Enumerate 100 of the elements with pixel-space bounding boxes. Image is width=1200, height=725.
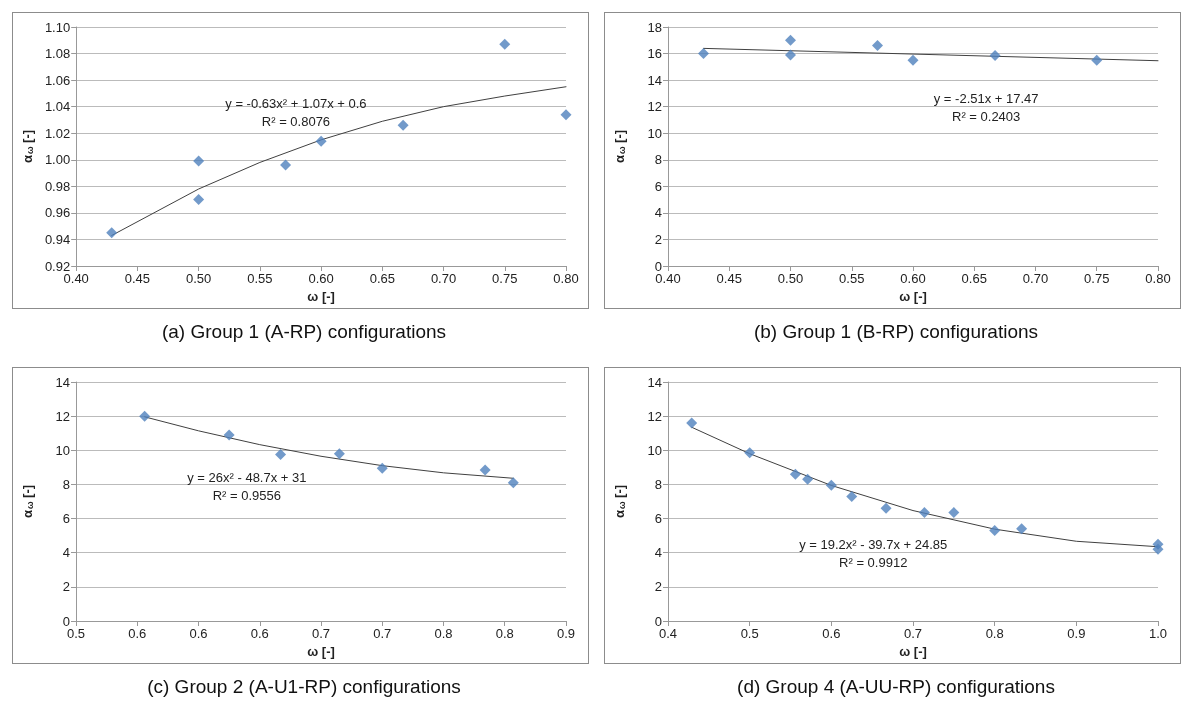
y-tick-label: 10 — [647, 125, 662, 141]
y-tick-label: 1.10 — [44, 19, 71, 35]
x-tick-label: 1.0 — [1148, 626, 1168, 641]
x-tick-label: 0.65 — [369, 271, 395, 286]
x-tick-label: 0.8 — [985, 626, 1004, 641]
point — [686, 417, 698, 429]
point — [560, 109, 572, 121]
annotation: y = 26x² - 48.7x + 31 — [187, 470, 307, 486]
point — [789, 468, 801, 480]
x-tick-label: 0.40 — [655, 271, 681, 286]
point — [193, 194, 205, 206]
y-tick-label: 8 — [654, 152, 662, 168]
x-tick-label: 0.75 — [492, 271, 518, 286]
x-tick-label: 0.7 — [311, 626, 331, 641]
point — [918, 507, 930, 519]
point — [907, 54, 919, 66]
y-tick-label: 12 — [55, 408, 70, 424]
y-tick-label: 0.92 — [44, 258, 71, 274]
point — [1091, 54, 1103, 66]
y-tick-label: 4 — [654, 205, 662, 221]
y-tick-label: 0 — [654, 258, 662, 274]
point — [376, 462, 388, 474]
x-tick-label: 0.9 — [556, 626, 576, 641]
point — [499, 38, 511, 50]
y-tick-label: 8 — [654, 476, 662, 492]
y-tick-label: 2 — [62, 579, 70, 595]
y-axis-title: αω [-] — [20, 129, 35, 164]
x-tick-label: 0.80 — [553, 271, 579, 286]
y-tick-label: 0.96 — [44, 205, 71, 221]
x-tick-label: 0.8 — [434, 626, 453, 641]
x-tick-label: 0.7 — [903, 626, 923, 641]
y-tick-label: 12 — [647, 408, 662, 424]
x-tick-label: 0.5 — [66, 626, 86, 641]
point — [825, 479, 837, 491]
point — [315, 135, 327, 147]
x-tick-label: 0.6 — [822, 626, 841, 641]
point — [880, 502, 892, 514]
point — [223, 429, 235, 441]
text: (d) Group 4 (A-UU-RP) configurations — [736, 676, 1056, 698]
text: (b) Group 1 (B-RP) configurations — [752, 321, 1040, 343]
y-tick-label: 14 — [647, 374, 662, 390]
y-tick-label: 6 — [654, 178, 662, 194]
point — [139, 410, 151, 422]
x-axis-title: ω [-] — [307, 288, 335, 304]
point — [785, 34, 796, 46]
y-tick-label: 0 — [654, 613, 662, 629]
x-tick-label: 0.45 — [716, 271, 742, 286]
point — [846, 490, 858, 502]
point — [479, 464, 491, 476]
y-tick-label: 10 — [647, 442, 662, 458]
point — [280, 159, 292, 171]
annotation: R² = 0.8076 — [261, 113, 331, 129]
annotation: y = 19.2x² - 39.7x + 24.85 — [799, 537, 948, 553]
point — [333, 448, 345, 460]
y-tick-label: 2 — [654, 579, 662, 595]
point — [948, 507, 960, 519]
y-axis-title: αω [-] — [20, 484, 35, 519]
x-tick-label: 0.5 — [740, 626, 759, 641]
y-tick-label: 1.08 — [44, 46, 71, 62]
y-tick-label: 1.02 — [44, 125, 71, 141]
point — [275, 449, 287, 461]
y-tick-label: 1.06 — [44, 72, 71, 88]
x-tick-label: 0.8 — [495, 626, 514, 641]
annotation: R² = 0.9912 — [839, 555, 908, 571]
y-tick-label: 1.00 — [44, 152, 71, 168]
point — [1152, 543, 1164, 555]
x-tick-label: 0.60 — [308, 271, 334, 286]
annotation: y = -2.51x + 17.47 — [933, 91, 1039, 107]
x-tick-label: 0.6 — [128, 626, 147, 641]
y-tick-label: 0.94 — [44, 231, 71, 247]
x-tick-label: 0.55 — [839, 271, 865, 286]
x-tick-label: 0.6 — [250, 626, 269, 641]
x-tick-label: 0.55 — [247, 271, 273, 286]
x-axis-title: ω [-] — [899, 288, 927, 304]
y-tick-label: 6 — [62, 511, 70, 527]
x-tick-label: 0.50 — [186, 271, 212, 286]
point — [744, 447, 756, 459]
y-tick-label: 16 — [647, 46, 662, 62]
point — [507, 477, 519, 489]
annotation: R² = 0.9556 — [212, 488, 281, 504]
point — [785, 49, 796, 61]
y-tick-label: 8 — [62, 476, 70, 492]
point — [106, 227, 118, 239]
y-tick-label: 2 — [654, 231, 662, 247]
y-tick-label: 4 — [62, 545, 70, 561]
y-tick-label: 6 — [654, 511, 662, 527]
text: (a) Group 1 (A-RP) configurations — [160, 321, 448, 343]
y-tick-label: 14 — [55, 374, 70, 390]
point — [1016, 523, 1028, 535]
x-tick-label: 0.6 — [189, 626, 208, 641]
x-tick-label: 0.40 — [63, 271, 89, 286]
x-axis-title: ω [-] — [899, 643, 927, 659]
point — [989, 525, 1001, 537]
x-tick-label: 0.70 — [1022, 271, 1049, 286]
point — [989, 50, 1001, 62]
point — [698, 48, 710, 60]
x-tick-label: 0.7 — [373, 626, 392, 641]
point — [193, 155, 205, 167]
x-tick-label: 0.4 — [658, 626, 678, 641]
y-tick-label: 0 — [62, 613, 70, 629]
